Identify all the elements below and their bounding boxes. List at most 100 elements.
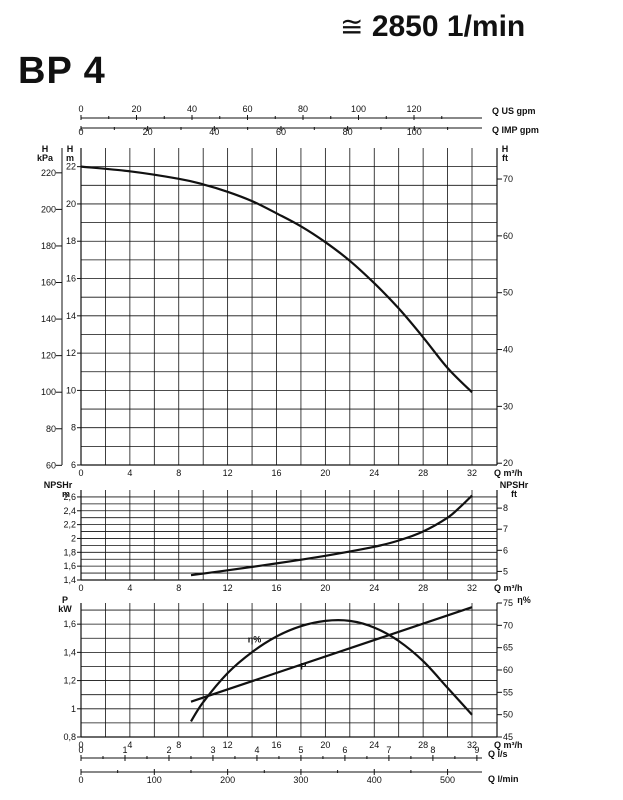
power-chart-grid <box>80 603 497 738</box>
npshr-chart-x-tick-label: 12 <box>223 583 233 593</box>
lmin-tick-label: 500 <box>440 775 455 785</box>
power-kw-tick-label: 1,6 <box>63 619 76 629</box>
power-chart-x-tick-label: 32 <box>467 740 477 750</box>
eta-tick-label: 60 <box>503 665 513 675</box>
lmin-tick-label: 0 <box>78 775 83 785</box>
power-chart-x-tick-label: 28 <box>418 740 428 750</box>
head-chart-x-axis-label: Q m³/h <box>494 468 523 478</box>
ls-tick-label: 0 <box>78 745 83 755</box>
head-ft-tick-label: 50 <box>503 288 513 298</box>
us-gpm-tick-label: 100 <box>351 104 366 114</box>
lmin-tick-label: 400 <box>367 775 382 785</box>
rotation-speed: ≅ 2850 1/min <box>340 10 525 44</box>
npshr-curve-line <box>190 494 473 577</box>
npshr-m-tick-label: 1,4 <box>63 575 76 585</box>
head-chart-x-tick-label: 24 <box>369 468 379 478</box>
power-kw-tick-label: 1 <box>71 704 76 714</box>
npshr-chart-x-tick-label: 20 <box>320 583 330 593</box>
npshr-left-label: NPSHr <box>44 480 73 490</box>
npshr-chart-x-axis-label: Q m³/h <box>494 583 523 593</box>
head-kpa-tick-label: 80 <box>46 424 56 434</box>
eta-tick-label: 55 <box>503 687 513 697</box>
power-chart-x-tick-label: 24 <box>369 740 379 750</box>
eta-tick-label: 65 <box>503 643 513 653</box>
head-kpa-label-h: H <box>42 144 49 154</box>
npshr-ft-tick-label: 8 <box>503 503 508 513</box>
npshr-ft-tick-label: 5 <box>503 566 508 576</box>
npshr-m-tick-label: 2,2 <box>63 520 76 530</box>
power-kw-tick-label: 0,8 <box>63 732 76 742</box>
npshr-m-tick-label: 1,6 <box>63 561 76 571</box>
head-chart-x-tick-label: 32 <box>467 468 477 478</box>
imp-gpm-tick-label: 0 <box>78 127 83 137</box>
power-curve-label: P <box>300 661 306 671</box>
head-kpa-label-unit: kPa <box>37 153 54 163</box>
npshr-chart-x-tick-label: 4 <box>127 583 132 593</box>
head-chart-x-tick-label: 16 <box>271 468 281 478</box>
head-kpa-tick-label: 160 <box>41 278 56 288</box>
npshr-right-unit: ft <box>511 489 517 499</box>
npshr-m-tick-label: 2 <box>71 533 76 543</box>
us-gpm-tick-label: 20 <box>131 104 141 114</box>
head-kpa-tick-label: 140 <box>41 314 56 324</box>
head-m-tick-label: 6 <box>71 460 76 470</box>
npshr-m-tick-label: 2,4 <box>63 506 76 516</box>
power-left-unit: kW <box>58 604 72 614</box>
eta-tick-label: 70 <box>503 620 513 630</box>
ls-tick-label: 6 <box>342 745 347 755</box>
npshr-chart-x-tick-label: 24 <box>369 583 379 593</box>
head-m-label-unit: m <box>66 153 74 163</box>
ls-tick-label: 2 <box>166 745 171 755</box>
power-kw-tick-label: 1,2 <box>63 676 76 686</box>
npshr-ft-tick-label: 7 <box>503 524 508 534</box>
ls-tick-label: 1 <box>122 745 127 755</box>
power-left-label: P <box>62 595 68 605</box>
lmin-tick-label: 300 <box>293 775 308 785</box>
ls-tick-label: 5 <box>298 745 303 755</box>
us-gpm-tick-label: 40 <box>187 104 197 114</box>
us-gpm-tick-label: 0 <box>78 104 83 114</box>
npshr-m-tick-label: 2,6 <box>63 492 76 502</box>
lmin-tick-label: 200 <box>220 775 235 785</box>
approx-symbol: ≅ <box>340 11 364 42</box>
head-kpa-tick-label: 120 <box>41 351 56 361</box>
efficiency-curve-line <box>190 619 473 722</box>
head-m-tick-label: 10 <box>66 385 76 395</box>
power-chart-x-tick-label: 8 <box>176 740 181 750</box>
npshr-right-label: NPSHr <box>500 480 529 490</box>
head-ft-tick-label: 70 <box>503 174 513 184</box>
us-gpm-tick-label: 120 <box>406 104 421 114</box>
power-curve-line <box>190 606 473 703</box>
head-kpa-tick-label: 200 <box>41 204 56 214</box>
head-ft-tick-label: 40 <box>503 345 513 355</box>
speed-value: 2850 1/min <box>371 10 526 43</box>
power-kw-tick-label: 1,4 <box>63 647 76 657</box>
head-chart-x-tick-label: 8 <box>176 468 181 478</box>
npshr-chart-x-tick-label: 32 <box>467 583 477 593</box>
us-gpm-tick-label: 80 <box>298 104 308 114</box>
power-chart-x-tick-label: 4 <box>127 740 132 750</box>
head-m-tick-label: 22 <box>66 162 76 172</box>
head-m-tick-label: 20 <box>66 199 76 209</box>
eta-tick-label: 50 <box>503 710 513 720</box>
ls-tick-label: 8 <box>430 745 435 755</box>
head-m-label-h: H <box>67 144 74 154</box>
npshr-chart-x-tick-label: 0 <box>78 583 83 593</box>
power-chart-x-tick-label: 16 <box>271 740 281 750</box>
npshr-left-unit: m <box>62 489 70 499</box>
pump-model-title: BP 4 <box>18 50 106 92</box>
ls-tick-label: 4 <box>254 745 259 755</box>
head-m-tick-label: 8 <box>71 423 76 433</box>
ls-tick-label: 7 <box>386 745 391 755</box>
ls-axis-label: Q l/s <box>488 749 508 759</box>
imp-gpm-tick-label: 60 <box>276 127 286 137</box>
power-chart-x-tick-label: 12 <box>223 740 233 750</box>
head-m-tick-label: 14 <box>66 311 76 321</box>
npshr-chart-x-tick-label: 8 <box>176 583 181 593</box>
head-kpa-tick-label: 180 <box>41 241 56 251</box>
head-ft-tick-label: 60 <box>503 231 513 241</box>
head-kpa-tick-label: 220 <box>41 168 56 178</box>
head-chart-x-tick-label: 12 <box>223 468 233 478</box>
ls-tick-label: 3 <box>210 745 215 755</box>
eta-tick-label: 45 <box>503 732 513 742</box>
